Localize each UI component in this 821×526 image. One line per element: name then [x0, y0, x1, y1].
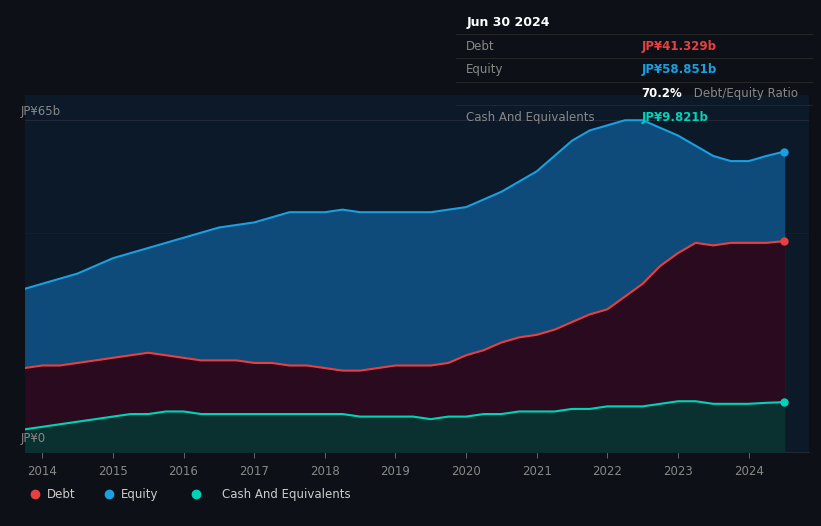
- Text: Debt: Debt: [47, 488, 76, 501]
- Text: JP¥41.329b: JP¥41.329b: [641, 39, 717, 53]
- Text: JP¥0: JP¥0: [21, 432, 46, 445]
- Text: Debt: Debt: [466, 39, 495, 53]
- Text: JP¥58.851b: JP¥58.851b: [641, 63, 717, 76]
- Text: Jun 30 2024: Jun 30 2024: [466, 16, 550, 29]
- Text: Debt/Equity Ratio: Debt/Equity Ratio: [690, 87, 797, 100]
- Text: Equity: Equity: [121, 488, 158, 501]
- Text: Cash And Equivalents: Cash And Equivalents: [222, 488, 351, 501]
- Text: JP¥65b: JP¥65b: [21, 105, 61, 118]
- Text: Cash And Equivalents: Cash And Equivalents: [466, 110, 595, 124]
- Text: Equity: Equity: [466, 63, 504, 76]
- Text: 70.2%: 70.2%: [641, 87, 682, 100]
- Text: JP¥9.821b: JP¥9.821b: [641, 110, 709, 124]
